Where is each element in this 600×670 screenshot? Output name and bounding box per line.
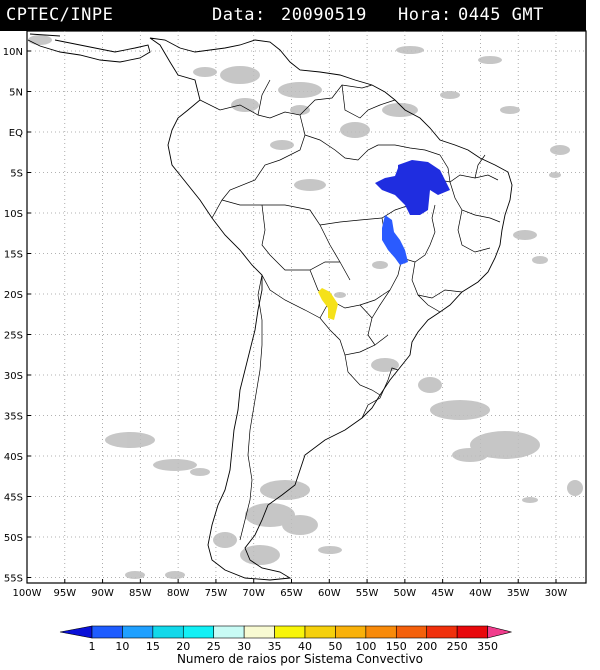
colorbar-cell	[335, 625, 367, 639]
colorbar-tick-label: 35	[268, 640, 282, 652]
lightning-system-north	[375, 160, 450, 215]
latitude-label: 15S	[4, 250, 23, 261]
longitude-label: 55W	[356, 588, 379, 599]
colorbar-tick-label: 250	[447, 640, 468, 652]
latitude-labels: 10N 5N EQ 5S 10S 15S 20S 25S 30S 35S 40S 45S 50S 55S	[3, 47, 31, 585]
colorbar-cell	[274, 625, 306, 639]
colorbar: 1 10 15 20 25 30 35 40 50 100 150 200 250 350	[59, 625, 512, 652]
latitude-label: 10S	[4, 209, 23, 220]
latitude-label: EQ	[9, 128, 23, 139]
colorbar-tick-label: 350	[477, 640, 498, 652]
colorbar-cell	[243, 625, 275, 639]
colorbar-tick-label: 50	[328, 640, 342, 652]
longitude-label: 35W	[507, 588, 530, 599]
longitude-label: 45W	[431, 588, 454, 599]
colorbar-tick-label: 15	[146, 640, 160, 652]
longitude-label: 65W	[280, 588, 303, 599]
longitude-label: 70W	[242, 588, 265, 599]
colorbar-cell	[213, 625, 245, 639]
colorbar-tick-label: 20	[176, 640, 190, 652]
colorbar-cell	[365, 625, 397, 639]
coastline-layer	[27, 33, 513, 581]
colorbar-tick-label: 10	[115, 640, 129, 652]
latitude-label: 5S	[10, 169, 23, 180]
longitude-label: 95W	[53, 588, 76, 599]
colorbar-tick-label: 25	[207, 640, 221, 652]
latitude-label: 55S	[4, 574, 23, 585]
longitude-label: 30W	[545, 588, 568, 599]
colorbar-cell	[122, 625, 154, 639]
date-value: 20090519	[281, 5, 367, 25]
longitude-label: 75W	[205, 588, 228, 599]
longitude-label: 85W	[129, 588, 152, 599]
colorbar-cell	[182, 625, 215, 639]
time-label: Hora:	[398, 5, 452, 25]
latitude-label: 20S	[4, 290, 23, 301]
longitude-label: 100W	[13, 588, 42, 599]
colorbar-cell	[456, 625, 488, 639]
lightning-system-central	[382, 215, 408, 265]
map-panel: 10N5NEQ5S10S15S20S25S30S35S40S45S50S55S …	[3, 30, 587, 599]
longitude-labels: 100W 95W 90W 85W 80W 75W 70W 65W 60W 55W 50W 45W 40W…	[13, 579, 568, 599]
latitude-label: 5N	[9, 88, 23, 99]
colorbar-tick-label: 1	[89, 640, 96, 652]
longitude-label: 90W	[91, 588, 114, 599]
map-frame	[26, 30, 587, 584]
colorbar-cell	[426, 625, 458, 639]
colorbar-tick-label: 100	[355, 640, 376, 652]
colorbar-arrow-high	[487, 625, 512, 639]
longitude-label: 60W	[318, 588, 341, 599]
dotted-grid	[27, 31, 586, 583]
colorbar-cell	[152, 625, 184, 639]
colorbar-tick-label: 30	[237, 640, 251, 652]
time-value: 0445 GMT	[458, 5, 544, 25]
latitude-label: 35S	[4, 412, 23, 423]
latitude-label: 45S	[4, 493, 23, 504]
latitude-label: 10N	[3, 47, 23, 58]
colorbar-cell	[304, 625, 336, 639]
longitude-label: 50W	[394, 588, 417, 599]
source-label: CPTEC/INPE	[6, 5, 114, 25]
longitude-label: 80W	[167, 588, 190, 599]
lightning-system-paraguay	[318, 288, 338, 320]
longitude-label: 40W	[469, 588, 492, 599]
date-label: Data:	[212, 5, 266, 25]
latitude-label: 40S	[4, 452, 23, 463]
colorbar-arrow-low	[59, 625, 93, 639]
latitude-label: 25S	[4, 331, 23, 342]
colorbar-cell	[91, 625, 123, 639]
colorbar-tick-label: 200	[416, 640, 437, 652]
latitude-label: 50S	[4, 533, 23, 544]
colorbar-title: Numero de raios por Sistema Convectivo	[176, 652, 424, 666]
colorbar-tick-label: 150	[386, 640, 407, 652]
colorbar-cell	[395, 625, 428, 639]
latitude-label: 30S	[4, 371, 23, 382]
header-bar: CPTEC/INPE Data: 20090519 Hora: 0445 GMT	[0, 0, 586, 31]
colorbar-tick-label: 40	[298, 640, 312, 652]
